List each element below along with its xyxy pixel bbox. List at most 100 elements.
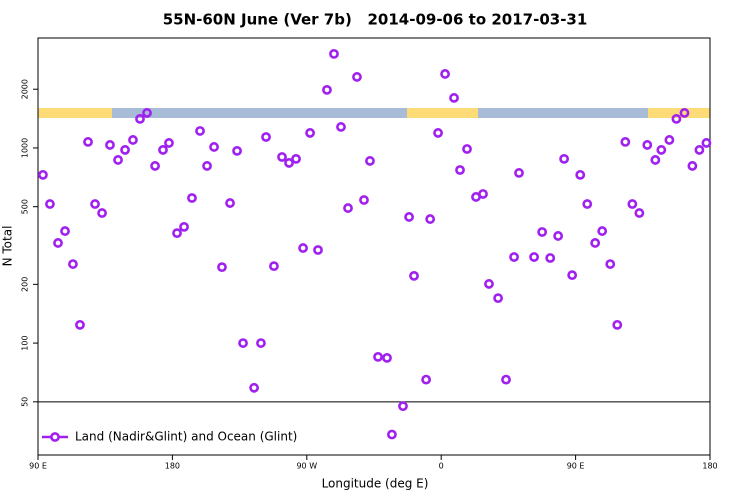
data-point: [387, 429, 397, 440]
data-point: [687, 161, 698, 171]
data-point: [642, 140, 653, 150]
data-point: [650, 155, 661, 165]
data-point: [590, 238, 601, 248]
y-tick-label: 2000: [21, 79, 30, 99]
data-point: [664, 135, 675, 145]
data-point: [575, 169, 586, 180]
legend-marker: [50, 432, 60, 442]
data-point: [537, 227, 548, 237]
data-point: [53, 238, 63, 248]
data-point: [620, 137, 631, 147]
data-point: [45, 199, 55, 209]
data-point: [409, 270, 419, 281]
ocean-band: [478, 108, 648, 118]
data-point: [336, 122, 346, 132]
data-point: [404, 212, 414, 222]
data-point: [343, 203, 353, 213]
data-point: [421, 374, 432, 385]
data-point: [195, 126, 205, 136]
chart-title: 55N-60N June (Ver 7b) 2014-09-06 to 2017…: [163, 11, 588, 29]
data-point: [120, 145, 130, 155]
y-tick-label: 200: [21, 277, 30, 292]
data-point: [298, 243, 308, 253]
data-point: [529, 252, 539, 262]
x-tick-label: 0: [439, 462, 444, 471]
y-axis-label: N Total: [1, 226, 15, 267]
data-point: [514, 168, 524, 178]
data-point: [322, 84, 332, 95]
data-point: [256, 338, 266, 348]
x-tick-label: 90 E: [567, 462, 585, 471]
data-point: [38, 169, 48, 180]
data-point: [209, 142, 219, 152]
data-point: [382, 352, 392, 363]
data-point: [60, 226, 70, 236]
x-axis-label: Longitude (deg E): [322, 477, 429, 491]
data-point: [142, 108, 152, 118]
data-point: [291, 153, 301, 164]
data-point: [225, 198, 235, 208]
data-point: [179, 221, 189, 232]
data-point: [582, 199, 593, 209]
data-point: [158, 145, 168, 155]
data-point: [164, 138, 174, 148]
data-point: [553, 231, 564, 241]
data-point: [202, 161, 212, 171]
data-point: [352, 72, 362, 82]
y-tick-label: 500: [21, 199, 30, 214]
data-point: [68, 259, 78, 269]
data-point: [232, 145, 242, 156]
data-point: [135, 113, 145, 124]
data-point: [329, 48, 339, 59]
data-point: [694, 145, 705, 155]
plot-frame: [37, 37, 711, 456]
data-point: [679, 108, 690, 118]
data-point: [249, 382, 259, 393]
data-point: [433, 128, 443, 138]
data-point: [398, 401, 408, 412]
data-point: [238, 338, 248, 348]
data-point: [187, 193, 197, 203]
data-point: [90, 199, 100, 209]
data-point: [128, 135, 138, 145]
y-tick-label: 50: [21, 397, 30, 407]
data-point: [305, 128, 315, 138]
data-point: [425, 214, 436, 224]
data-point: [449, 93, 459, 103]
data-point: [373, 351, 383, 362]
data-point: [634, 208, 645, 218]
x-tick-label: 180: [702, 462, 717, 471]
data-point: [478, 189, 488, 199]
data-point: [567, 270, 578, 281]
data-point: [605, 259, 616, 269]
data-point: [612, 319, 623, 330]
data-point: [484, 279, 494, 289]
data-point: [277, 152, 287, 162]
data-point: [462, 144, 472, 154]
data-point: [284, 158, 294, 168]
legend-label: Land (Nadir&Glint) and Ocean (Glint): [75, 430, 297, 444]
data-point: [113, 155, 123, 165]
data-point: [701, 138, 712, 148]
data-point: [671, 113, 682, 124]
x-tick-label: 90 W: [296, 462, 317, 471]
data-point: [627, 199, 638, 209]
data-point: [97, 208, 107, 218]
data-point: [105, 140, 115, 150]
data-point: [269, 261, 279, 272]
x-tick-label: 180: [165, 462, 180, 471]
data-point: [75, 319, 85, 330]
data-point: [359, 195, 369, 205]
data-point: [501, 374, 511, 385]
data-point: [493, 293, 503, 304]
land-ocean-strip: [38, 108, 710, 118]
data-point: [455, 165, 465, 175]
data-point: [509, 252, 519, 262]
data-point: [440, 69, 450, 79]
data-point: [313, 245, 323, 255]
y-tick-label: 100: [21, 335, 30, 350]
data-point: [365, 156, 375, 166]
data-point: [172, 228, 182, 239]
